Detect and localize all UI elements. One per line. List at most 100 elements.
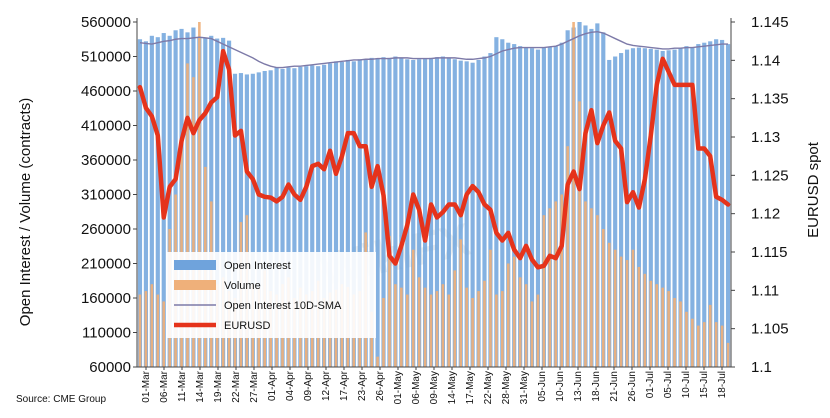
volume-bar [643, 273, 647, 367]
right-tick-label: 1.115 [751, 244, 787, 261]
volume-bar [512, 256, 516, 367]
volume-bar [495, 294, 498, 367]
open-interest-bar [482, 56, 487, 367]
open-interest-bar [500, 39, 505, 367]
volume-bar [685, 311, 688, 367]
open-interest-bar [238, 73, 244, 367]
left-tick-label: 110000 [82, 325, 131, 342]
open-interest-bar [215, 38, 220, 368]
open-interest-bar [333, 61, 339, 367]
open-interest-bar [684, 46, 689, 368]
x-tick-label: 04-Apr [285, 370, 296, 401]
open-interest-bar [143, 41, 148, 367]
legend-label: Open Interest [224, 260, 291, 272]
right-tick-label: 1.11 [751, 282, 779, 299]
volume-bar [637, 266, 641, 367]
open-interest-bar [446, 57, 451, 367]
volume-bar [673, 298, 676, 367]
x-tick-label: 28-May [501, 371, 512, 404]
volume-bar [578, 101, 581, 367]
volume-bar [405, 294, 409, 367]
x-tick-label: 01-Jul [645, 371, 656, 398]
volume-bar [619, 256, 623, 367]
volume-bar [524, 284, 528, 367]
open-interest-bar [286, 67, 291, 367]
open-interest-bar [630, 48, 636, 367]
open-interest-bar [666, 50, 671, 367]
open-interest-bar [523, 47, 529, 367]
open-interest-bar [298, 66, 303, 367]
volume-bar [382, 298, 385, 367]
x-tick-label: 10-Jul [681, 371, 692, 398]
volume-bar [518, 277, 522, 367]
legend-swatch [174, 280, 216, 290]
left-tick-label: 160000 [81, 290, 131, 307]
volume-bar [554, 201, 558, 367]
open-interest-bar [363, 59, 368, 367]
open-interest-bar [250, 73, 255, 367]
volume-bar [376, 356, 379, 367]
open-interest-bar [642, 48, 647, 367]
x-tick-label: 19-Mar [213, 370, 224, 402]
open-interest-bar [506, 42, 511, 367]
right-tick-label: 1.14 [751, 52, 780, 69]
x-tick-label: 18-Jun [591, 371, 602, 402]
volume-bar [441, 284, 445, 367]
x-tick-label: 01-Apr [267, 370, 278, 401]
x-tick-label: 14-Mar [195, 370, 206, 402]
source-note: Source: CME Group [16, 394, 106, 405]
volume-bar [447, 294, 451, 367]
x-tick-label: 17-May [465, 371, 476, 404]
open-interest-bar [476, 59, 481, 367]
x-tick-label: 01-Mar [141, 370, 152, 402]
volume-bar [370, 311, 373, 367]
open-interest-bar [339, 62, 345, 368]
open-interest-bar [369, 57, 374, 367]
open-interest-bar [316, 66, 321, 367]
open-interest-bar [292, 68, 297, 367]
legend-swatch [174, 260, 216, 270]
open-interest-bar [256, 72, 261, 368]
open-interest-bar [221, 37, 226, 368]
volume-bar [679, 301, 682, 367]
volume-bar [150, 284, 154, 367]
left-tick-label: 60000 [89, 359, 131, 376]
volume-bar [697, 325, 700, 367]
volume-bar [655, 284, 659, 367]
volume-bar [138, 294, 142, 367]
open-interest-bar [327, 63, 333, 368]
x-tick-label: 31-May [519, 371, 530, 404]
left-tick-label: 210000 [81, 256, 131, 273]
open-interest-bar [672, 49, 677, 367]
open-interest-bar [702, 42, 707, 367]
x-tick-label: 17-Apr [339, 370, 350, 401]
volume-bar [459, 239, 463, 367]
left-tick-label: 260000 [81, 221, 131, 238]
volume-bar [394, 284, 397, 367]
volume-bar [536, 294, 540, 367]
open-interest-bar [345, 59, 350, 367]
x-tick-label: 18-Jul [717, 371, 728, 398]
volume-bar [542, 215, 546, 367]
left-axis-ticks: 560000 510000 460000 410000 360000 310000 2600… [81, 14, 137, 376]
open-interest-bar [541, 47, 546, 367]
eurusd-line [137, 48, 731, 270]
left-tick-label: 410000 [81, 118, 131, 135]
volume-bar [613, 249, 617, 367]
open-interest-bar [535, 49, 541, 367]
open-interest-bar [470, 62, 475, 368]
right-tick-label: 1.145 [751, 14, 789, 31]
open-interest-bar [613, 56, 618, 367]
volume-bar [691, 318, 694, 367]
open-interest-bar [660, 50, 665, 367]
volume-bar [429, 294, 433, 367]
x-tick-label: 05-Jul [663, 371, 674, 398]
open-interest-bar [464, 61, 469, 367]
volume-bar [156, 294, 160, 367]
volume-bar [192, 77, 195, 367]
open-interest-bar [601, 32, 606, 367]
volume-bar [649, 280, 653, 367]
open-interest-bar [595, 23, 600, 367]
open-interest-bar [696, 44, 701, 367]
open-interest-bar [232, 73, 238, 367]
